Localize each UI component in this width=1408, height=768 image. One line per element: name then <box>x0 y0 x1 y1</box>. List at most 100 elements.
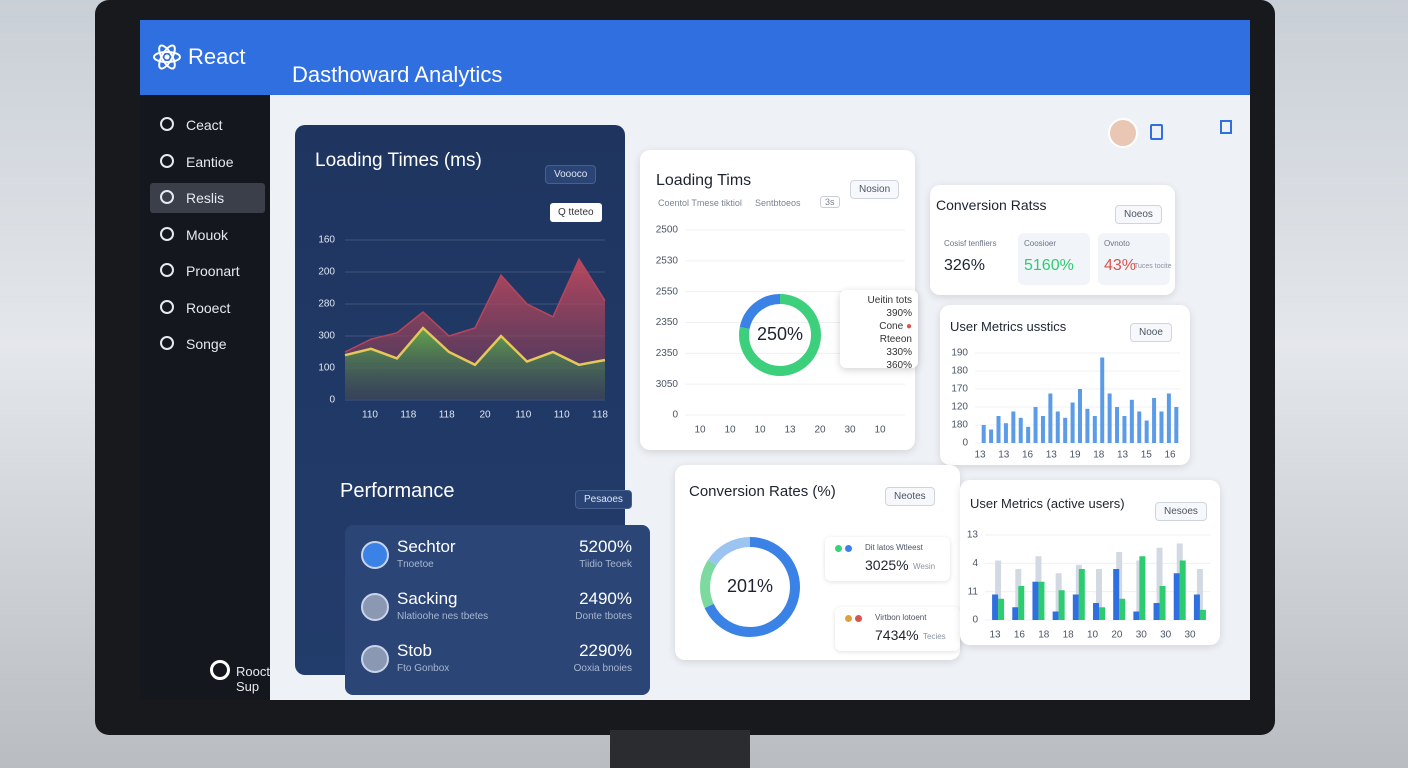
avatar <box>361 593 389 621</box>
y-tick-label: 4 <box>972 558 978 569</box>
nav-item[interactable]: Songe <box>150 329 265 359</box>
dropdown[interactable]: Nesoes <box>1155 502 1207 521</box>
bar-chart: 190 180 170 120 180 0 13 13 16 13 19 18 13 15 16 <box>951 348 1180 461</box>
bar <box>1099 607 1105 620</box>
y-tick-label: 160 <box>318 235 335 246</box>
row-detail: Tnoetoe <box>397 559 434 570</box>
legend-dot <box>845 615 852 622</box>
row-name: Stob <box>397 641 432 660</box>
row-name: Sacking <box>397 589 458 608</box>
row-note: Tiidio Teoek <box>579 559 632 570</box>
conversion-pct-panel: Conversion Rates (%) Neotes 201% Dit lat… <box>675 465 960 660</box>
metric-label: Coosioer <box>1024 239 1057 248</box>
bar <box>1156 547 1163 620</box>
nav-icon <box>160 226 174 241</box>
nav-item[interactable]: Reslis <box>150 183 265 213</box>
metric-label: Cosisf tenfliers <box>944 239 997 248</box>
nav-item[interactable]: Proonart <box>150 256 265 286</box>
nav-item[interactable]: Eantioe <box>150 147 265 177</box>
x-tick-label: 10 <box>874 425 886 436</box>
x-tick-label: 30 <box>1136 630 1148 641</box>
legend-dot <box>835 545 842 552</box>
legend-card: Virtbon lotoent 7434% Tecies <box>835 607 960 651</box>
nav-icon <box>160 190 174 204</box>
bar <box>1159 586 1166 620</box>
panel-title: Loading Times (ms) <box>315 150 482 171</box>
row-value: 2490% <box>579 589 632 608</box>
bar <box>1055 411 1060 443</box>
bar <box>1048 393 1053 443</box>
bar <box>1199 609 1206 620</box>
bar <box>1174 407 1179 443</box>
bar <box>981 425 986 443</box>
bar <box>1113 569 1120 620</box>
dropdown[interactable]: Nosion <box>850 180 900 199</box>
sidebar-footer[interactable]: Rooct Sup <box>236 664 270 694</box>
bar <box>1144 420 1149 443</box>
x-tick-label: 20 <box>479 410 491 421</box>
x-tick-label: 20 <box>1111 630 1123 641</box>
legend-item: 3s <box>820 196 840 208</box>
nav-item[interactable]: Rooect <box>150 293 265 323</box>
dropdown[interactable]: Neotes <box>885 487 935 506</box>
conversion-panel: Conversion Ratss Noeos Cosisf tenfliers 3… <box>930 185 1175 295</box>
dark-panel: Loading Times (ms) Voooco Q tteteo 160 20… <box>295 125 650 695</box>
bar <box>1119 598 1126 620</box>
x-tick-label: 10 <box>1087 630 1099 641</box>
y-tick-label: 100 <box>318 363 335 374</box>
x-tick-label: 118 <box>400 410 416 421</box>
donut-label: 250% <box>757 324 803 344</box>
x-tick-label: 110 <box>554 410 570 421</box>
donut-segment <box>739 294 821 376</box>
nav-item[interactable]: Ceact <box>150 110 265 140</box>
legend-value: 7434% <box>875 627 919 643</box>
panel-title: Loading Tims <box>656 172 752 189</box>
bar <box>1115 407 1120 443</box>
tooltip-text: 360% <box>886 360 912 371</box>
x-tick-label: 10 <box>694 425 706 436</box>
bar <box>1107 393 1112 443</box>
x-tick-label: 13 <box>1046 450 1058 461</box>
metric-value: 5160% <box>1024 257 1074 274</box>
nav-icon <box>160 336 174 350</box>
bar <box>1078 389 1082 443</box>
row-detail: Nlatioohe nes tbetes <box>397 611 489 622</box>
filter[interactable]: Q tteteo <box>550 203 602 222</box>
dropdown[interactable]: Pesaoes <box>575 490 632 509</box>
tooltip-text: Cone <box>879 321 904 332</box>
bar <box>1173 573 1180 620</box>
dropdown[interactable]: Noeos <box>1115 205 1162 224</box>
bar <box>1133 611 1140 620</box>
bar <box>1012 607 1019 620</box>
y-tick-label: 300 <box>318 331 335 342</box>
bar <box>1058 590 1065 620</box>
donut-segment <box>700 537 800 637</box>
dropdown[interactable]: Nooe <box>1130 323 1172 342</box>
bar <box>995 560 1002 620</box>
avatar[interactable] <box>1108 118 1138 148</box>
y-tick-label: 2500 <box>656 225 679 236</box>
nav-label: Mouok <box>186 226 229 243</box>
nav-item[interactable]: Mouok <box>150 220 265 250</box>
x-tick-label: 16 <box>1164 450 1176 461</box>
x-tick-label: 13 <box>989 630 1001 641</box>
notification-icon[interactable] <box>1150 124 1163 140</box>
header: Dasthoward Analytics <box>270 20 1250 134</box>
x-tick-label: 10 <box>724 425 736 436</box>
settings-icon[interactable] <box>1220 120 1232 134</box>
bar <box>1085 408 1090 443</box>
y-tick-label: 170 <box>951 384 968 395</box>
nav-label: Proonart <box>186 263 240 279</box>
avatar <box>361 541 389 569</box>
nav-icon <box>160 117 174 131</box>
nav-label: Eantioe <box>186 153 234 170</box>
x-tick-label: 30 <box>844 425 856 436</box>
donut-chart: 201% <box>700 537 800 637</box>
x-tick-label: 30 <box>1160 630 1172 641</box>
metric-label: Ovnoto <box>1104 239 1130 248</box>
dropdown[interactable]: Voooco <box>545 165 597 184</box>
y-tick-label: 200 <box>318 267 335 278</box>
x-tick-label: 13 <box>1117 450 1129 461</box>
donut-label: 201% <box>727 576 773 596</box>
bar <box>1032 581 1039 620</box>
